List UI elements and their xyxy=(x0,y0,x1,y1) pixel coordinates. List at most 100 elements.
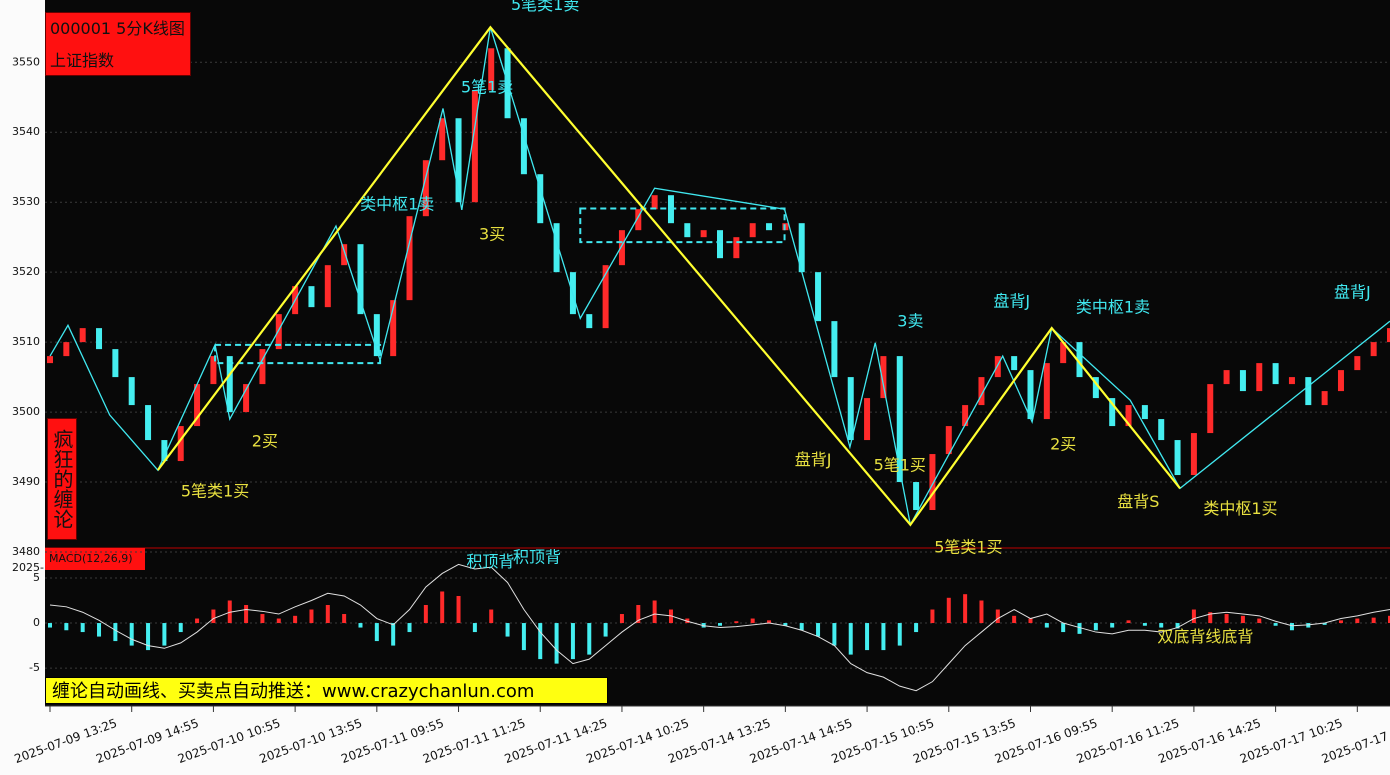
candle xyxy=(259,349,266,385)
macd-bar xyxy=(211,609,216,624)
side-label: 疯狂的缠论 xyxy=(47,418,77,540)
macd-bar xyxy=(146,623,151,651)
axis-note: 2025- xyxy=(12,561,44,574)
candle xyxy=(684,223,691,238)
candle xyxy=(929,454,936,511)
annotation: 2买 xyxy=(1050,434,1076,453)
annotation: 盘背S xyxy=(1117,492,1159,511)
macd-bar xyxy=(1012,615,1017,624)
candle xyxy=(210,356,217,385)
macd-bar xyxy=(914,623,919,633)
annotation: 2买 xyxy=(252,432,278,451)
candle xyxy=(275,314,282,350)
candle xyxy=(145,405,152,441)
macd-bar xyxy=(456,595,461,624)
candle xyxy=(79,328,86,343)
macd-bar xyxy=(1388,615,1390,624)
macd-bar xyxy=(374,623,379,642)
macd-bar xyxy=(1126,620,1131,624)
candle xyxy=(913,482,920,511)
annotation: 5笔1买 xyxy=(874,455,926,474)
candle xyxy=(618,230,625,266)
annotation: 3买 xyxy=(479,225,505,244)
chart-subtitle: 上证指数 xyxy=(50,51,115,70)
pivot-box xyxy=(214,343,382,365)
candle xyxy=(1207,384,1214,434)
annotation: 积顶背 xyxy=(513,548,561,567)
macd-bar xyxy=(652,600,657,624)
macd-bar xyxy=(816,623,821,637)
candle xyxy=(749,223,756,238)
candle xyxy=(63,342,70,357)
macd-bar xyxy=(1224,614,1229,624)
macd-bar xyxy=(1371,617,1376,624)
candle xyxy=(47,356,53,364)
macd-bar xyxy=(1044,623,1049,628)
candle xyxy=(537,174,544,224)
macd-bar xyxy=(1240,615,1245,624)
macd-bar xyxy=(1289,623,1294,631)
macd-bar xyxy=(1061,623,1066,633)
macd-bar xyxy=(325,605,330,624)
candle xyxy=(520,118,527,175)
macd-bar xyxy=(260,614,265,624)
annotation: 5笔1卖 xyxy=(461,78,513,97)
candle xyxy=(1125,405,1132,427)
macd-bar xyxy=(1338,620,1343,624)
macd-bar xyxy=(1273,623,1278,626)
candle xyxy=(1223,370,1230,385)
macd-bar xyxy=(1322,623,1327,625)
candle xyxy=(553,223,560,273)
candle xyxy=(1174,440,1181,476)
macd-bar xyxy=(64,623,69,631)
title-box: 000001 5分K线图 上证指数 xyxy=(45,12,191,76)
candle xyxy=(1256,363,1263,392)
macd-bar xyxy=(472,623,477,633)
chart-title: 000001 5分K线图 xyxy=(50,19,185,38)
candle xyxy=(586,314,593,329)
macd-bar xyxy=(881,623,886,651)
macd-bar xyxy=(358,623,363,628)
main-panel xyxy=(45,0,1390,548)
candle xyxy=(112,349,119,378)
y-tick-label: -5 xyxy=(29,661,40,674)
macd-bar xyxy=(276,618,281,624)
annotation: 5笔类1卖 xyxy=(511,0,579,14)
macd-bar xyxy=(407,623,412,633)
candle xyxy=(651,195,658,210)
candle xyxy=(439,118,446,161)
macd-bar xyxy=(587,623,592,655)
macd-title-box xyxy=(45,548,145,570)
y-tick-label: 0 xyxy=(33,616,40,629)
macd-bar xyxy=(636,605,641,624)
annotation: 积顶背 xyxy=(466,552,514,571)
macd-bar xyxy=(865,623,870,651)
macd-bar xyxy=(1028,618,1033,624)
macd-bar xyxy=(162,623,167,646)
macd-bar xyxy=(750,618,755,624)
macd-bar xyxy=(80,623,85,633)
candle xyxy=(243,384,250,413)
candle xyxy=(1076,342,1083,378)
candle xyxy=(194,384,201,427)
candle xyxy=(226,356,233,413)
candle xyxy=(766,223,773,231)
macd-bar xyxy=(1355,618,1360,624)
macd-bar xyxy=(930,609,935,624)
candle xyxy=(1337,370,1344,392)
macd-bar xyxy=(423,605,428,624)
candle xyxy=(1043,363,1050,420)
annotation: 5笔类1买 xyxy=(934,537,1002,556)
macd-bar xyxy=(570,623,575,660)
candle xyxy=(1190,433,1197,476)
candle xyxy=(128,377,135,406)
candle xyxy=(1092,377,1099,399)
annotation: 类中枢1卖 xyxy=(360,194,434,213)
macd-bar xyxy=(505,623,510,637)
candle xyxy=(1109,398,1116,427)
candle xyxy=(700,230,707,238)
candle xyxy=(733,237,740,259)
macd-bar xyxy=(1077,623,1082,634)
candle xyxy=(717,230,723,259)
macd-bar xyxy=(734,621,739,624)
